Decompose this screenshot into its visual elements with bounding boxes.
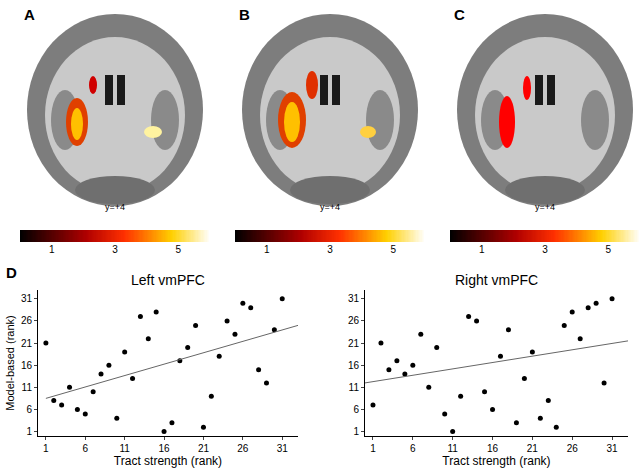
svg-text:5: 5 — [606, 244, 612, 255]
svg-text:11: 11 — [349, 382, 360, 393]
svg-text:1: 1 — [49, 244, 55, 255]
svg-text:26: 26 — [21, 315, 33, 326]
svg-text:16: 16 — [21, 360, 33, 371]
svg-text:y=+4: y=+4 — [105, 202, 125, 212]
svg-text:11: 11 — [22, 382, 33, 393]
svg-text:3: 3 — [112, 244, 118, 255]
svg-text:B: B — [239, 6, 250, 23]
svg-text:1: 1 — [43, 443, 49, 454]
svg-text:26: 26 — [567, 443, 579, 454]
svg-text:1: 1 — [264, 244, 270, 255]
svg-text:16: 16 — [158, 443, 170, 454]
svg-text:31: 31 — [348, 293, 360, 304]
svg-text:31: 31 — [21, 293, 33, 304]
svg-text:6: 6 — [26, 404, 32, 415]
svg-text:21: 21 — [527, 443, 539, 454]
svg-text:D: D — [6, 264, 17, 281]
svg-text:5: 5 — [176, 244, 182, 255]
svg-text:3: 3 — [327, 244, 333, 255]
svg-text:Tract strength (rank): Tract strength (rank) — [442, 454, 550, 468]
svg-text:11: 11 — [447, 443, 458, 454]
svg-text:16: 16 — [348, 360, 360, 371]
svg-text:31: 31 — [277, 443, 289, 454]
svg-text:A: A — [24, 6, 35, 23]
svg-text:26: 26 — [237, 443, 249, 454]
svg-text:1: 1 — [370, 443, 376, 454]
svg-text:C: C — [454, 6, 465, 23]
svg-text:11: 11 — [119, 443, 130, 454]
svg-text:Tract strength (rank): Tract strength (rank) — [114, 454, 222, 468]
svg-text:6: 6 — [353, 404, 359, 415]
svg-text:1: 1 — [353, 426, 359, 437]
svg-text:1: 1 — [479, 244, 485, 255]
svg-text:31: 31 — [606, 443, 618, 454]
svg-text:y=+4: y=+4 — [535, 202, 555, 212]
svg-text:Left vmPFC: Left vmPFC — [131, 272, 205, 288]
svg-text:16: 16 — [487, 443, 499, 454]
svg-text:21: 21 — [198, 443, 210, 454]
svg-text:21: 21 — [348, 338, 360, 349]
svg-text:3: 3 — [542, 244, 548, 255]
svg-text:1: 1 — [26, 426, 32, 437]
svg-text:21: 21 — [21, 338, 33, 349]
svg-text:y=+4: y=+4 — [320, 202, 340, 212]
svg-text:6: 6 — [410, 443, 416, 454]
svg-text:26: 26 — [348, 315, 360, 326]
svg-text:5: 5 — [391, 244, 397, 255]
svg-text:6: 6 — [82, 443, 88, 454]
svg-text:Right vmPFC: Right vmPFC — [455, 272, 538, 288]
svg-text:Model-based (rank): Model-based (rank) — [4, 315, 16, 410]
